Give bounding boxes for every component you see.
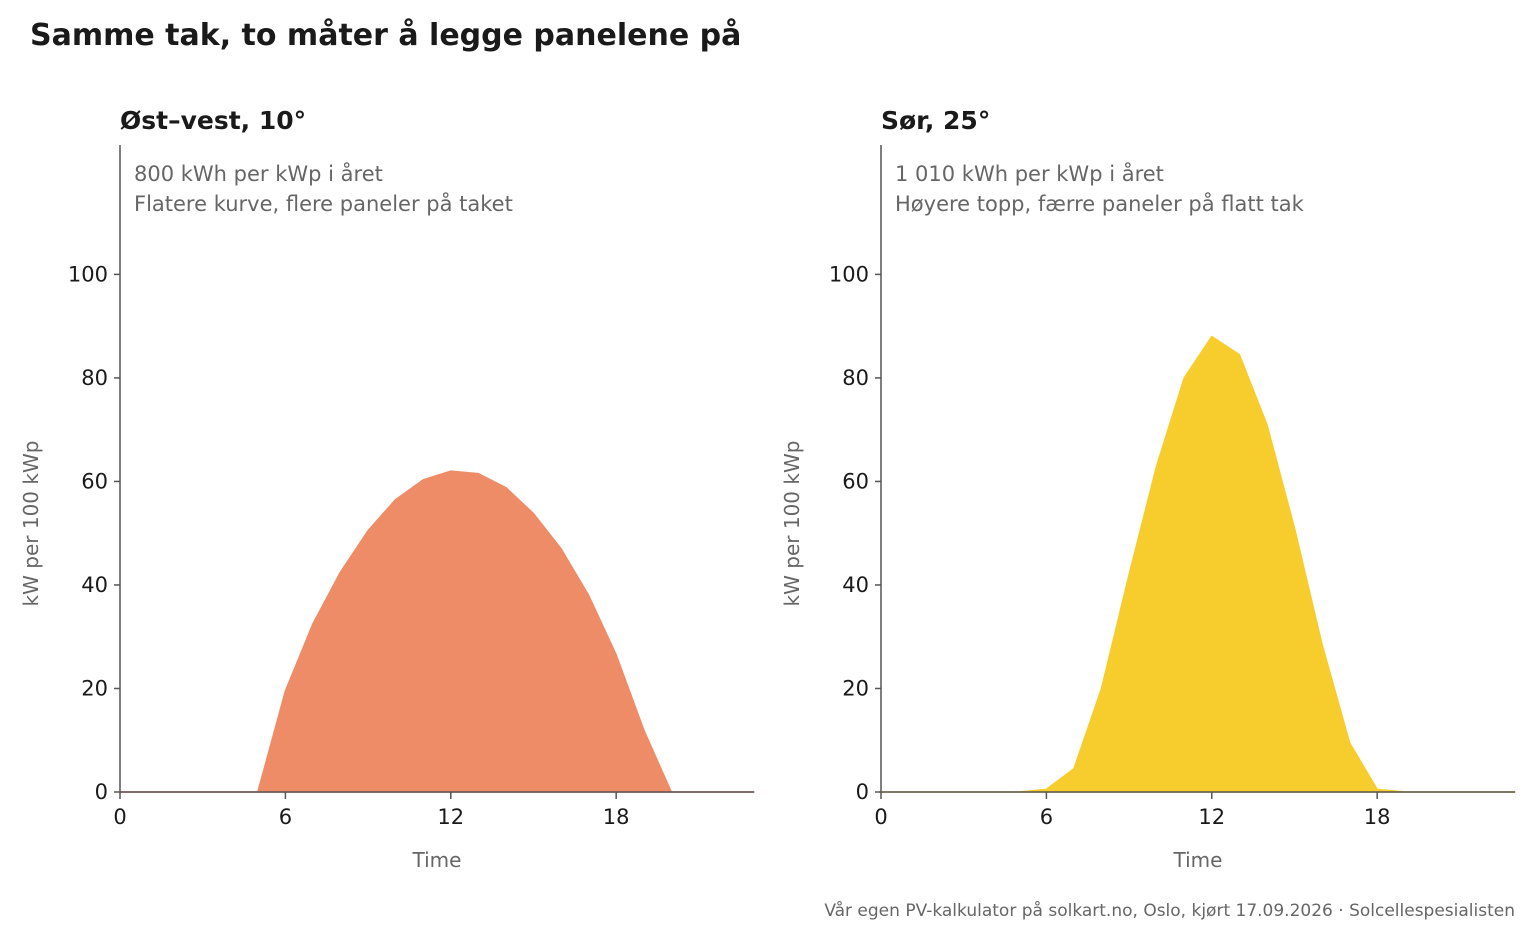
x-axis-label: Time [1173,848,1223,872]
y-axis-label: kW per 100 kWp [780,441,804,607]
y-tick-label: 0 [95,780,108,804]
y-tick-label: 40 [842,573,869,597]
chart-panel-1: Øst–vest, 10° 800 kWh per kWp i året Flate… [19,106,755,872]
panel-title: Sør, 25° [881,106,990,135]
area-series [880,335,1516,793]
panel-annotation: Høyere topp, færre paneler på flatt tak [895,191,1305,216]
y-tick-label: 100 [68,262,108,286]
x-tick-label: 18 [1364,805,1391,829]
y-tick-label: 60 [81,469,108,493]
y-axis-label: kW per 100 kWp [19,441,43,607]
y-tick-label: 80 [81,366,108,390]
panel-annotation: Flatere kurve, flere paneler på taket [134,191,513,216]
y-tick-label: 0 [856,780,869,804]
panel-title: Øst–vest, 10° [120,106,306,135]
x-tick-label: 12 [437,805,464,829]
panel-annotation: 800 kWh per kWp i året [134,161,383,186]
chart-area: Øst–vest, 10° 800 kWh per kWp i året Flate… [19,106,1516,872]
y-tick-label: 20 [81,676,108,700]
x-axis-label: Time [412,848,462,872]
panel-annotation: 1 010 kWh per kWp i året [895,161,1164,186]
y-tick-label: 60 [842,469,869,493]
y-tick-label: 100 [829,262,869,286]
x-tick-label: 6 [1040,805,1053,829]
x-tick-label: 18 [603,805,630,829]
page-title: Samme tak, to måter å legge panelene på [30,18,742,53]
source-note: Vår egen PV-kalkulator på solkart.no, Os… [824,901,1515,921]
x-tick-label: 12 [1198,805,1225,829]
y-tick-label: 20 [842,676,869,700]
x-tick-label: 6 [279,805,292,829]
chart-panel-2: Sør, 25° 1 010 kWh per kWp i året Høyere t… [780,106,1516,872]
x-tick-label: 0 [113,805,126,829]
y-tick-label: 40 [81,573,108,597]
area-series [119,470,755,793]
x-tick-label: 0 [874,805,887,829]
y-tick-label: 80 [842,366,869,390]
